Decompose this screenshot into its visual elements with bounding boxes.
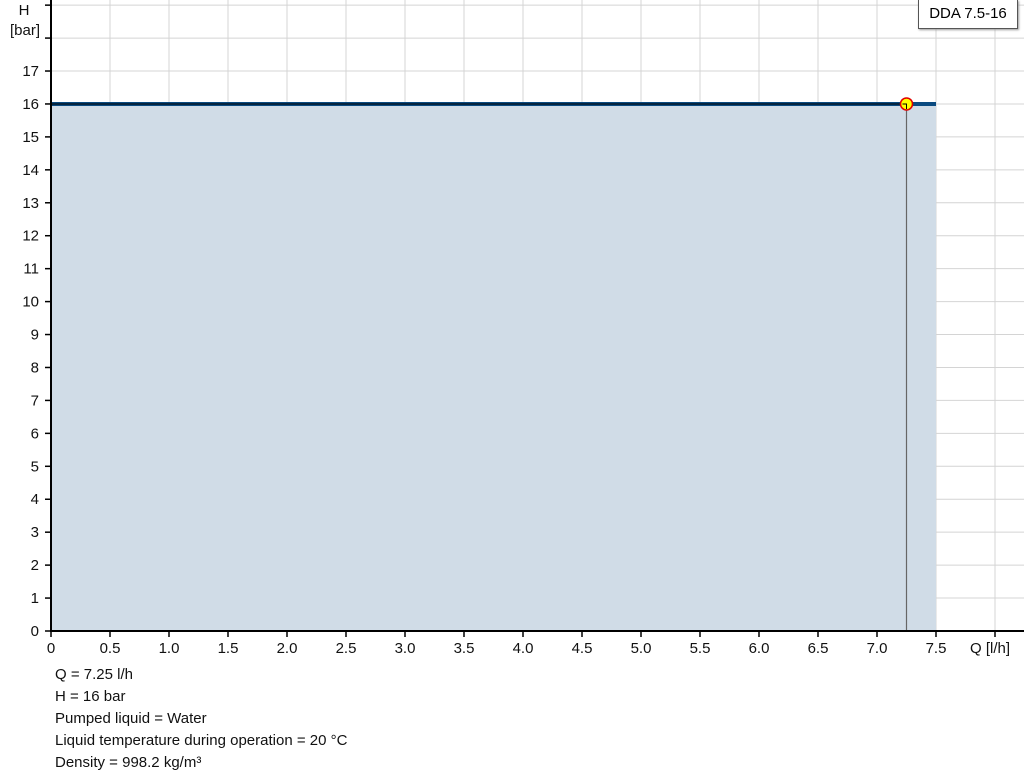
y-tick-label: 17 [22,63,39,80]
y-tick-label: 4 [31,491,39,508]
x-tick-label: 6.0 [749,640,770,657]
y-tick-label: 8 [31,359,39,376]
y-tick-label: 16 [22,96,39,113]
x-tick-label: 7.5 [926,640,947,657]
x-tick-label: 3.5 [454,640,475,657]
y-axis-label: H [19,2,30,19]
curve-area [51,103,936,631]
x-tick-label: 2.5 [336,640,357,657]
info-liquid: Pumped liquid = Water [55,710,207,727]
info-flow: Q = 7.25 l/h [55,666,133,683]
x-tick-label: 0.5 [100,640,121,657]
x-tick-label: 5.0 [631,640,652,657]
x-tick-label: 1.5 [218,640,239,657]
x-tick-label: 5.5 [690,640,711,657]
y-tick-label: 6 [31,425,39,442]
y-tick-label: 11 [23,261,39,278]
x-tick-label: 6.5 [808,640,829,657]
y-tick-label: 13 [22,195,39,212]
info-head: H = 16 bar [55,688,126,705]
operating-info: Q = 7.25 l/h H = 16 bar Pumped liquid = … [55,664,347,774]
y-tick-label: 3 [31,524,39,541]
y-tick-label: 0 [31,623,39,640]
x-tick-label: 4.0 [513,640,534,657]
info-density: Density = 998.2 kg/m³ [55,754,202,771]
y-tick-label: 1 [31,590,39,607]
x-tick-label: 2.0 [277,640,298,657]
x-tick-label: 4.5 [572,640,593,657]
y-tick-label: 14 [22,162,39,179]
y-axis-unit: [bar] [10,22,40,39]
y-tick-label: 9 [31,327,39,344]
y-tick-label: 5 [31,458,39,475]
legend-pump-model: DDA 7.5-16 [918,0,1018,29]
x-tick-label: 7.0 [867,640,888,657]
y-tick-label: 10 [22,294,39,311]
operating-point-crosshair [902,103,907,109]
x-axis-label: Q [l/h] [970,640,1010,657]
x-tick-label: 3.0 [395,640,416,657]
y-tick-label: 15 [22,129,39,146]
x-tick-label: 1.0 [159,640,180,657]
y-tick-label: 2 [31,557,39,574]
x-tick-label: 0 [47,640,55,657]
y-tick-label: 7 [31,392,39,409]
info-temperature: Liquid temperature during operation = 20… [55,732,348,749]
y-tick-label: 12 [22,228,39,245]
pump-curve-chart: 0 0.5 1.0 1.5 2.0 2.5 3.0 3.5 4.0 4.5 5.0 5.5 6.0 6.5… [10,0,1024,657]
